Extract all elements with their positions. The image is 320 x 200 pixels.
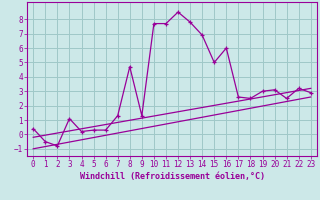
X-axis label: Windchill (Refroidissement éolien,°C): Windchill (Refroidissement éolien,°C): [79, 172, 265, 181]
